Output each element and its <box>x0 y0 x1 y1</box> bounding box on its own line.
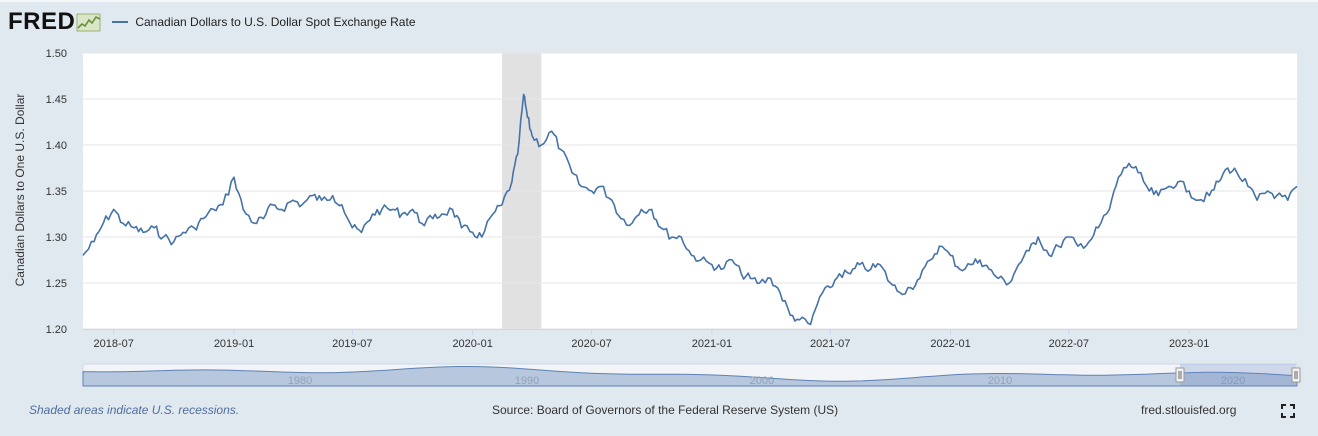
chart-area: 1.20 1.25 1.30 1.35 1.40 1.45 1.50 Canadian Do… <box>13 48 1301 387</box>
y-tick-label: 1.50 <box>46 48 67 60</box>
x-tick-label: 2019-07 <box>332 338 372 350</box>
navigator-tick-label: 2010 <box>988 375 1012 387</box>
navigator-tick-label: 1990 <box>515 375 539 387</box>
x-tick-label: 2022-01 <box>930 338 970 350</box>
range-navigator[interactable]: 1980 1990 2000 2010 2020 <box>82 363 1301 387</box>
x-tick-label: 2019-01 <box>214 338 254 350</box>
x-tick-label: 2020-07 <box>571 338 611 350</box>
navigator-tick-label: 2020 <box>1221 375 1245 387</box>
y-tick-label: 1.30 <box>46 232 67 244</box>
x-tick-label: 2021-07 <box>810 338 850 350</box>
navigator-selection[interactable] <box>1180 364 1296 386</box>
x-tick-label: 2018-07 <box>94 338 134 350</box>
navigator-series <box>82 366 1298 387</box>
fred-graph-icon <box>76 13 101 32</box>
fred-logo[interactable]: FRED <box>8 8 76 35</box>
y-tick-label: 1.45 <box>46 94 67 106</box>
y-tick-label: 1.25 <box>46 278 67 290</box>
navigator-handle[interactable] <box>1175 367 1185 383</box>
fred-url-link[interactable]: fred.stlouisfed.org <box>1141 403 1237 417</box>
legend-label: Canadian Dollars to U.S. Dollar Spot Exc… <box>135 15 416 29</box>
y-tick-label: 1.20 <box>46 324 67 336</box>
fullscreen-icon[interactable] <box>1281 404 1295 418</box>
x-tick-label: 2021-01 <box>692 338 732 350</box>
y-axis: 1.20 1.25 1.30 1.35 1.40 1.45 1.50 <box>46 48 67 336</box>
series-layer <box>82 93 1298 326</box>
navigator-tick-label: 2000 <box>750 375 774 387</box>
x-tick-label: 2022-07 <box>1049 338 1089 350</box>
chart-header: FRED Canadian Dollars to U.S. Dollar Spo… <box>8 9 416 35</box>
source-text: Source: Board of Governors of the Federa… <box>492 403 839 417</box>
legend: Canadian Dollars to U.S. Dollar Spot Exc… <box>112 15 416 29</box>
y-axis-label: Canadian Dollars to One U.S. Dollar <box>13 94 27 287</box>
series-line <box>82 93 1298 326</box>
x-tick-label: 2020-01 <box>452 338 492 350</box>
top-border <box>0 0 1318 2</box>
y-tick-label: 1.40 <box>46 140 67 152</box>
x-axis: 2018-07 2019-01 2019-07 2020-01 2020-07 2021-… <box>83 329 1297 350</box>
navigator-tick-label: 1980 <box>288 375 312 387</box>
legend-swatch <box>112 21 129 23</box>
recession-note: Shaded areas indicate U.S. recessions. <box>29 403 240 417</box>
y-tick-label: 1.35 <box>46 186 67 198</box>
navigator-handle[interactable] <box>1291 367 1301 383</box>
x-tick-label: 2023-01 <box>1169 338 1209 350</box>
